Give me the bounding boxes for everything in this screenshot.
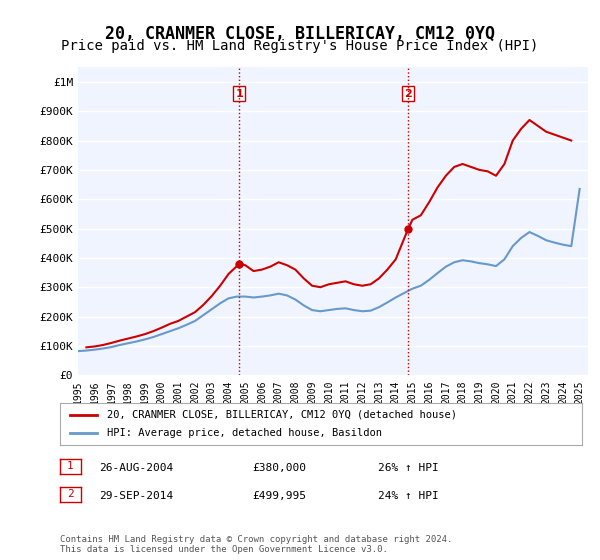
Text: 1: 1 bbox=[67, 461, 74, 472]
Text: 29-SEP-2014: 29-SEP-2014 bbox=[99, 491, 173, 501]
Text: 20, CRANMER CLOSE, BILLERICAY, CM12 0YQ (detached house): 20, CRANMER CLOSE, BILLERICAY, CM12 0YQ … bbox=[107, 410, 457, 420]
Text: 2: 2 bbox=[404, 88, 412, 99]
Text: 20, CRANMER CLOSE, BILLERICAY, CM12 0YQ: 20, CRANMER CLOSE, BILLERICAY, CM12 0YQ bbox=[105, 25, 495, 43]
Text: 2: 2 bbox=[67, 489, 74, 500]
Text: HPI: Average price, detached house, Basildon: HPI: Average price, detached house, Basi… bbox=[107, 428, 382, 438]
Text: 26-AUG-2004: 26-AUG-2004 bbox=[99, 463, 173, 473]
Text: Contains HM Land Registry data © Crown copyright and database right 2024.
This d: Contains HM Land Registry data © Crown c… bbox=[60, 535, 452, 554]
Text: 26% ↑ HPI: 26% ↑ HPI bbox=[378, 463, 439, 473]
Text: 1: 1 bbox=[235, 88, 243, 99]
Text: 24% ↑ HPI: 24% ↑ HPI bbox=[378, 491, 439, 501]
Text: £380,000: £380,000 bbox=[252, 463, 306, 473]
Text: £499,995: £499,995 bbox=[252, 491, 306, 501]
Text: Price paid vs. HM Land Registry's House Price Index (HPI): Price paid vs. HM Land Registry's House … bbox=[61, 39, 539, 53]
